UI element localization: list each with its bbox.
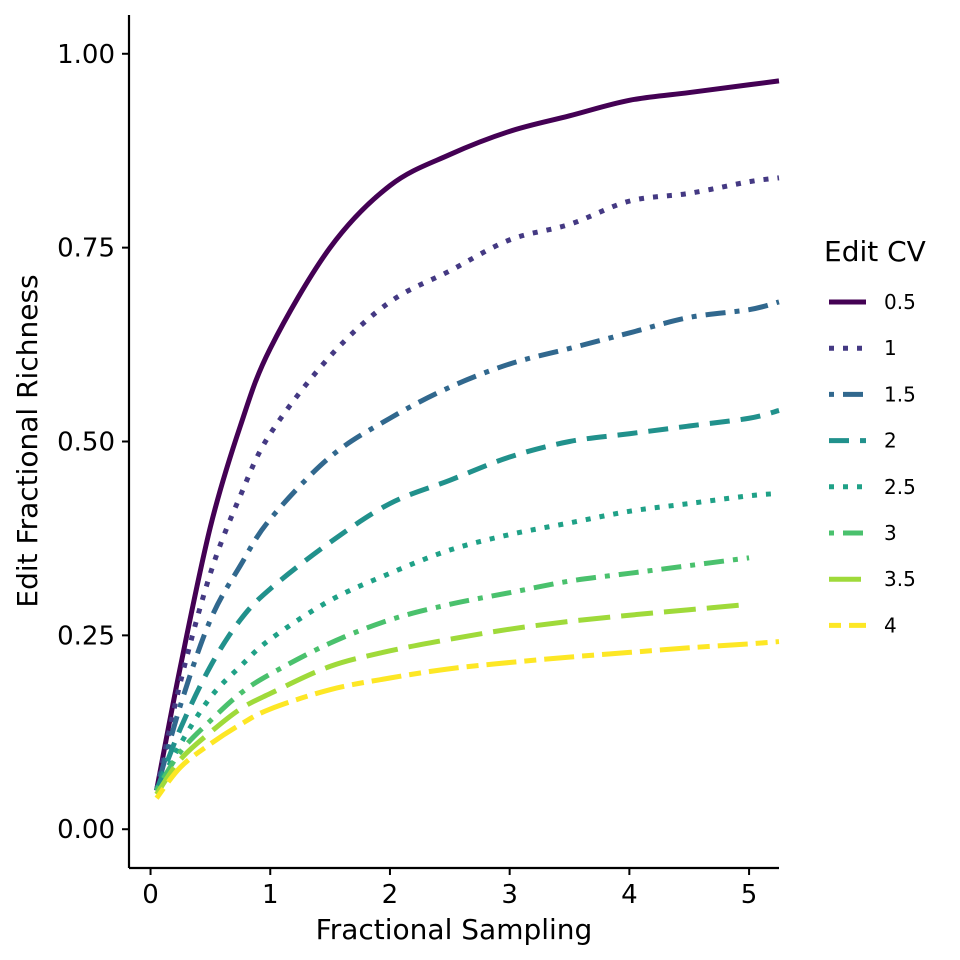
x-tick-label: 3 — [501, 880, 518, 910]
series-line-2.5 — [154, 490, 780, 792]
legend-label: 2 — [884, 429, 897, 453]
series-line-3.5 — [154, 601, 750, 796]
legend-title: Edit CV — [824, 235, 926, 268]
legend-label: 3.5 — [884, 567, 916, 591]
x-axis-title: Fractional Sampling — [316, 913, 593, 946]
legend-label: 2.5 — [884, 475, 916, 499]
axes — [127, 15, 779, 870]
x-tick-label: 1 — [262, 880, 279, 910]
x-tick-label: 2 — [382, 880, 399, 910]
ticks: 0 1 2 3 4 5 0.00 0.25 0.50 0.75 1.00 — [57, 40, 757, 910]
series-line-4 — [154, 639, 780, 800]
series-line-3 — [154, 555, 750, 792]
legend-label: 1 — [884, 336, 897, 360]
legend-label: 4 — [884, 613, 897, 637]
y-tick-label: 0.00 — [57, 815, 115, 845]
y-tick-label: 0.25 — [57, 621, 115, 651]
legend-label: 3 — [884, 521, 897, 545]
y-axis-title: Edit Fractional Richness — [11, 274, 44, 607]
x-tick-label: 0 — [142, 880, 159, 910]
y-tick-label: 0.75 — [57, 234, 115, 264]
series-lines — [154, 78, 780, 800]
legend: Edit CV 0.5 1 1.5 2 2.5 3 3.5 4 — [824, 235, 926, 637]
y-tick-label: 0.50 — [57, 428, 115, 458]
x-tick-label: 4 — [621, 880, 638, 910]
x-tick-label: 5 — [741, 880, 758, 910]
legend-label: 1.5 — [884, 382, 916, 406]
series-line-1.5 — [154, 299, 780, 792]
series-line-1 — [154, 175, 780, 791]
series-line-2 — [154, 408, 780, 792]
legend-label: 0.5 — [884, 290, 916, 314]
y-tick-label: 1.00 — [57, 40, 115, 70]
series-line-0.5 — [154, 78, 780, 791]
